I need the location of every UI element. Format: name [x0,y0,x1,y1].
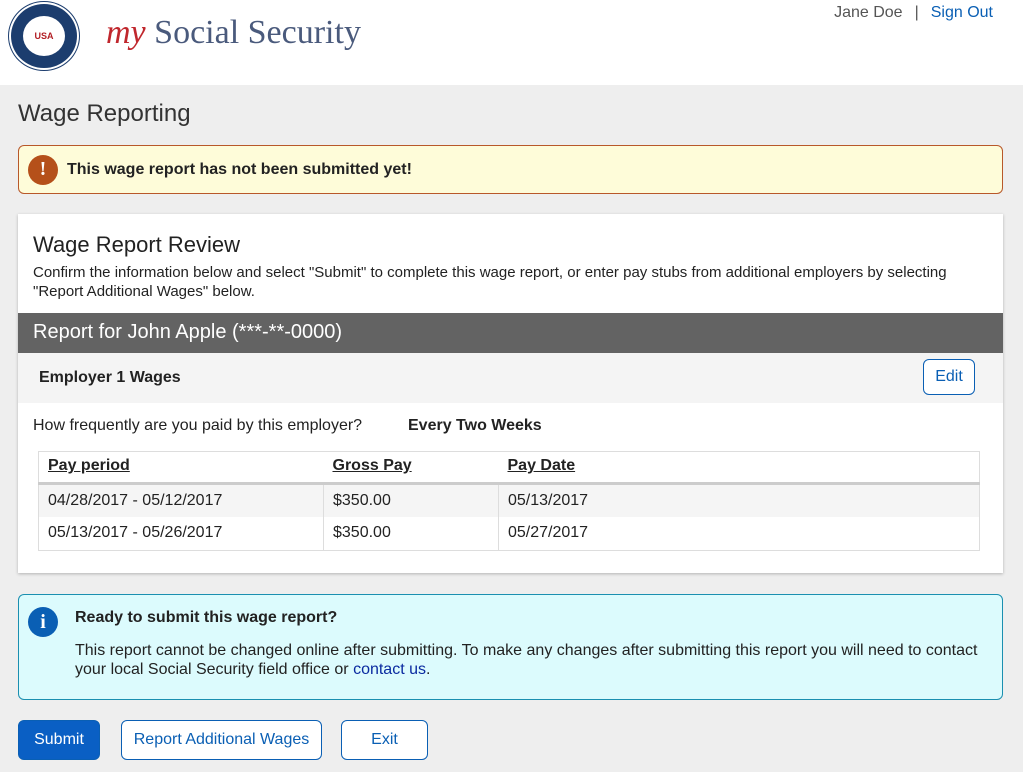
exclamation-icon: ! [28,154,58,185]
report-additional-wages-button[interactable]: Report Additional Wages [121,720,322,760]
info-end: . [426,661,431,678]
employer-header: Employer 1 Wages Edit [18,353,1003,403]
report-for-bar: Report for John Apple (***-**-0000) [18,313,1003,353]
brand-my: my [106,14,146,51]
pay-date-cell: 05/13/2017 [498,483,980,517]
column-header-pay-period[interactable]: Pay period [38,451,324,485]
header: USA my Social Security Jane Doe | Sign Out [0,0,1023,85]
pay-period-cell: 05/13/2017 - 05/26/2017 [38,517,324,550]
info-alert: i Ready to submit this wage report? This… [18,594,1003,700]
edit-button[interactable]: Edit [923,359,975,395]
separator: | [914,4,919,21]
brand-name: Social Security [154,14,361,51]
column-header-pay-date[interactable]: Pay Date [498,451,980,485]
exit-button[interactable]: Exit [341,720,428,760]
warning-alert: ! This wage report has not been submitte… [18,145,1003,194]
info-body: This report cannot be changed online aft… [75,642,978,678]
brand-title: my Social Security [106,14,361,52]
sign-out-link[interactable]: Sign Out [930,4,993,21]
table-row: 05/13/2017 - 05/26/2017 $350.00 05/27/20… [38,517,980,550]
review-title: Wage Report Review [33,232,241,257]
gross-pay-cell: $350.00 [323,483,499,517]
wage-report-review: Wage Report Review Confirm the informati… [18,214,1003,573]
table-row: 04/28/2017 - 05/12/2017 $350.00 05/13/20… [38,483,980,517]
user-nav: Jane Doe | Sign Out [834,4,993,22]
gross-pay-cell: $350.00 [323,517,499,550]
pay-date-cell: 05/27/2017 [498,517,980,550]
info-title: Ready to submit this wage report? [75,609,338,626]
pay-table: Pay period Gross Pay Pay Date 04/28/2017… [38,451,980,551]
info-text: This report cannot be changed online aft… [75,641,995,679]
frequency-value: Every Two Weeks [408,417,542,434]
page-title: Wage Reporting [18,100,191,127]
column-header-gross-pay[interactable]: Gross Pay [323,451,499,485]
frequency-label: How frequently are you paid by this empl… [33,417,363,434]
alert-text: This wage report has not been submitted … [67,160,412,178]
submit-button[interactable]: Submit [18,720,100,760]
pay-period-cell: 04/28/2017 - 05/12/2017 [38,483,324,517]
contact-us-link[interactable]: contact us [353,661,426,678]
info-icon: i [28,607,58,637]
employer-title: Employer 1 Wages [39,369,181,386]
ssa-seal-logo: USA [9,2,79,70]
review-description: Confirm the information below and select… [33,264,947,300]
user-name: Jane Doe [834,4,903,21]
